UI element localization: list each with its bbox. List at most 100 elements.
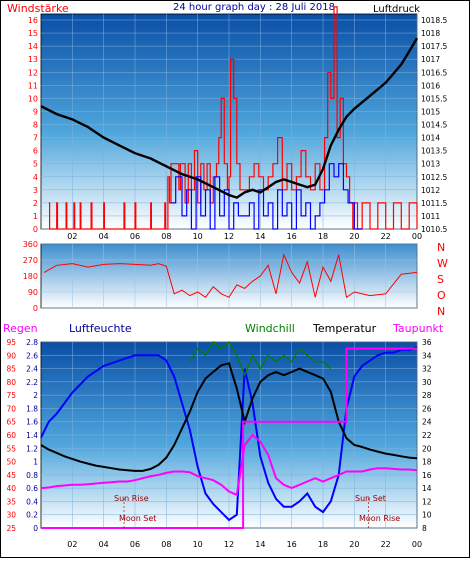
- humidity-tick-label: 80: [6, 378, 16, 387]
- compass-label: W: [437, 257, 448, 270]
- pressure-tick-label: 1011: [421, 212, 440, 221]
- wind-tick-label: 15: [28, 29, 38, 38]
- humidity-tick-label: 95: [6, 338, 16, 347]
- temperature-tick-label: 30: [422, 378, 432, 387]
- time-tick-label: 22: [381, 540, 391, 549]
- wind-tick-label: 9: [33, 107, 38, 116]
- wind-tick-label: 7: [33, 134, 38, 143]
- legend-windchill: Windchill: [245, 322, 295, 335]
- windchill-line: [189, 341, 332, 377]
- wind-strength-label: Windstärke: [7, 2, 69, 15]
- compass-label: N: [437, 241, 445, 254]
- wind-gust-line: [171, 163, 363, 230]
- pressure-tick-label: 1012: [421, 186, 440, 195]
- humidity-tick-label: 35: [6, 497, 16, 506]
- pressure-tick-label: 1014.5: [421, 121, 447, 130]
- wind-tick-label: 6: [33, 147, 38, 156]
- time-tick-label: 08: [161, 540, 171, 549]
- time-tick-label: 06: [130, 232, 140, 241]
- rain-tick-label: 0.2: [26, 511, 38, 520]
- wind-direction-line: [43, 253, 418, 299]
- temperature-line: [40, 362, 418, 472]
- rain-tick-label: 2.8: [26, 338, 38, 347]
- direction-tick-label: 90: [28, 288, 38, 297]
- series-marks: [40, 6, 419, 529]
- chart-title: 24 hour graph day : 28 Juli 2018: [173, 2, 335, 13]
- pressure-tick-label: 1016: [421, 81, 440, 90]
- humidity-tick-label: 70: [6, 404, 16, 413]
- time-tick-label: 18: [318, 232, 328, 241]
- humidity-tick-label: 30: [6, 511, 16, 520]
- time-tick-label: 02: [67, 540, 77, 549]
- time-tick-label: 14: [255, 232, 265, 241]
- time-tick-label: 20: [349, 232, 359, 241]
- rain-tick-label: 2: [33, 391, 38, 400]
- time-tick-label: 04: [99, 540, 109, 549]
- temperature-tick-label: 22: [422, 431, 432, 440]
- axis-labels: 0123456789101112131415161010.510111011.5…: [6, 16, 448, 549]
- wind-tick-label: 10: [28, 94, 38, 103]
- pressure-line: [40, 37, 419, 199]
- humidity-tick-label: 90: [6, 351, 16, 360]
- wind-tick-label: 11: [28, 81, 38, 90]
- compass-label: O: [437, 289, 446, 302]
- pressure-tick-label: 1018.5: [421, 16, 447, 25]
- pressure-tick-label: 1017.5: [421, 42, 447, 51]
- direction-tick-label: 360: [23, 240, 38, 249]
- wind-tick-label: 12: [28, 68, 38, 77]
- temperature-tick-label: 20: [422, 444, 432, 453]
- time-tick-label: 04: [99, 232, 109, 241]
- pressure-tick-label: 1018: [421, 29, 440, 38]
- time-tick-label: 08: [161, 232, 171, 241]
- temperature-tick-label: 18: [422, 458, 432, 467]
- direction-tick-label: 270: [23, 256, 38, 265]
- humidity-tick-label: 85: [6, 365, 16, 374]
- wind-tick-label: 4: [33, 173, 38, 182]
- time-tick-label: 18: [318, 540, 328, 549]
- pressure-tick-label: 1011.5: [421, 199, 447, 208]
- time-tick-label: 12: [224, 232, 234, 241]
- humidity-tick-label: 40: [6, 484, 16, 493]
- temperature-tick-label: 16: [422, 471, 432, 480]
- moon-set-label: Moon Set: [119, 514, 156, 523]
- direction-tick-label: 0: [33, 304, 38, 313]
- wind-tick-label: 2: [33, 199, 38, 208]
- time-tick-label: 12: [224, 540, 234, 549]
- temperature-tick-label: 32: [422, 365, 432, 374]
- wind-tick-label: 0: [33, 225, 38, 234]
- time-tick-label: 10: [193, 232, 203, 241]
- legend-luftfeuchte: Luftfeuchte: [69, 322, 132, 335]
- pressure-tick-label: 1013.5: [421, 147, 447, 156]
- rain-tick-label: 2.6: [26, 351, 38, 360]
- rain-line: [41, 347, 417, 529]
- temperature-tick-label: 8: [422, 524, 427, 533]
- humidity-tick-label: 45: [6, 471, 16, 480]
- pressure-tick-label: 1014: [421, 134, 440, 143]
- time-tick-label: 00: [412, 540, 422, 549]
- humidity-tick-label: 55: [6, 444, 16, 453]
- time-tick-label: 00: [412, 232, 422, 241]
- humidity-tick-label: 25: [6, 524, 16, 533]
- rain-tick-label: 0.4: [26, 497, 38, 506]
- rain-tick-label: 2.2: [26, 378, 38, 387]
- humidity-tick-label: 65: [6, 418, 16, 427]
- wind-tick-label: 8: [33, 121, 38, 130]
- time-tick-label: 06: [130, 540, 140, 549]
- humidity-tick-label: 75: [6, 391, 16, 400]
- temperature-tick-label: 24: [422, 418, 432, 427]
- rain-tick-label: 1.2: [26, 444, 38, 453]
- pressure-tick-label: 1016.5: [421, 68, 447, 77]
- wind-tick-label: 3: [33, 186, 38, 195]
- pressure-label: Luftdruck: [373, 4, 420, 15]
- rain-tick-label: 0.8: [26, 471, 38, 480]
- pressure-tick-label: 1010.5: [421, 225, 447, 234]
- wind-tick-label: 16: [28, 16, 38, 25]
- wind-tick-label: 1: [33, 212, 38, 221]
- direction-tick-label: 180: [23, 272, 38, 281]
- rain-tick-label: 1.8: [26, 404, 38, 413]
- time-tick-label: 16: [287, 232, 297, 241]
- time-tick-label: 22: [381, 232, 391, 241]
- pressure-tick-label: 1015: [421, 107, 440, 116]
